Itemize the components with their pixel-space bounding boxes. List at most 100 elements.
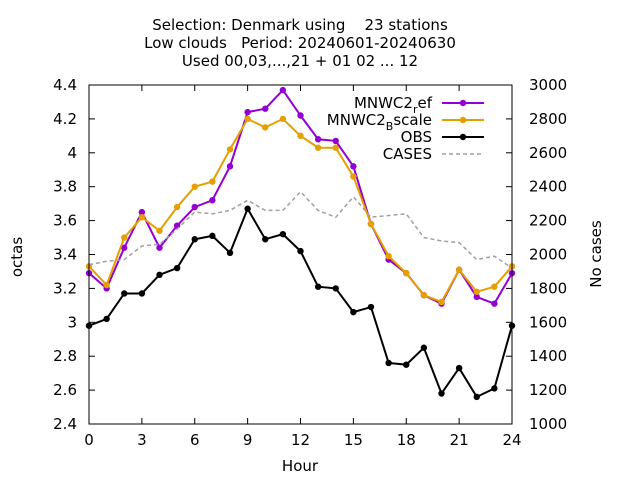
y-tick-label: 3.6 [53,212,77,230]
data-point [350,173,357,180]
y-tick-label: 4.4 [53,76,77,94]
data-point [138,214,146,221]
data-point [473,288,480,295]
legend-label: CASES [383,145,432,163]
data-point [438,298,445,306]
data-point [156,244,163,251]
legend-entry-CASES: CASES [383,145,484,163]
y2-tick-label: 2800 [529,110,567,128]
data-point [314,144,322,151]
data-point [385,359,392,367]
y-tick-label: 3.4 [53,246,77,264]
data-point [297,112,304,119]
data-point [332,144,339,151]
data-point [297,247,304,255]
data-point [191,183,198,190]
y2-tick-label: 3000 [529,76,567,94]
data-point [173,264,181,272]
data-point [473,293,480,301]
y2-tick-label: 2200 [529,212,567,230]
data-point [103,281,110,289]
data-point [226,146,234,153]
data-point [314,283,322,290]
x-axis-label: Hour [282,457,319,475]
x-tick-label: 3 [137,431,147,449]
x-tick-label: 6 [190,431,200,449]
data-point [156,271,163,279]
legend-entry-MNWC2_Bscale: MNWC2Bscale [327,111,484,133]
y2-tick-label: 1200 [529,381,567,399]
data-point [491,300,498,307]
data-point [297,132,304,140]
x-tick-label: 21 [450,431,469,449]
data-point [332,285,339,292]
legend-label: MNWC2Bscale [327,111,432,133]
data-point [491,385,498,392]
y-tick-label: 4.2 [53,110,77,128]
data-point [191,236,198,243]
data-point [173,203,181,211]
data-point [473,393,480,401]
x-tick-label: 15 [344,431,363,449]
data-point [403,269,410,277]
data-point [350,163,357,170]
axes: 0 3 6 9 12 15 18 21 24 2.4 2.6 2.8 3 3.2 3.4 3.6 3.8 4 4.2… [53,76,567,449]
data-point [156,227,163,234]
y2-tick-label: 1600 [529,313,567,331]
data-point [226,163,234,170]
series-line-CASES [88,190,513,269]
legend-marker [459,99,467,107]
y2-tick-label: 2000 [529,246,567,264]
legend-marker [459,133,467,141]
y-tick-label: 2.8 [53,347,77,365]
y-tick-label: 4 [67,144,77,162]
series-line-OBS [88,206,513,399]
legend-label-rest: ef [417,94,432,112]
y2-tick-label: 1400 [529,347,567,365]
title-line-3: Used 00,03,...,21 + 01 02 ... 12 [182,52,418,70]
data-point [491,283,498,290]
y-axis-label: octas [8,237,26,277]
title-line-1: Selection: Denmark using 23 stations [152,16,448,34]
data-point [367,220,375,228]
data-point [262,236,269,243]
y2-axis-label: No cases [587,220,605,288]
y-tick-label: 2.6 [53,381,77,399]
data-point [350,308,357,316]
data-point [226,249,234,257]
data-point [314,136,322,143]
data-point [385,252,392,260]
y-tick-label: 3.2 [53,279,77,297]
data-point [279,115,287,123]
data-point [244,205,251,212]
legend-label-subscript: B [386,120,394,133]
y-tick-label: 2.4 [53,415,77,433]
legend-marker [459,116,467,124]
legend-label-subscript: r [413,103,418,116]
data-point [209,178,216,185]
data-point [121,290,128,297]
series-OBS [85,205,516,401]
series-line-MNWC2_Bscale [88,117,513,304]
y2-tick-label: 2600 [529,144,567,162]
data-point [262,124,269,131]
series-CASES [88,190,513,269]
series-layer [85,86,516,401]
series-MNWC2_Bscale [85,115,516,306]
legend-label: OBS [401,128,432,146]
y-tick-label: 3.8 [53,178,77,196]
y-tick-label: 3 [67,313,77,331]
data-point [455,364,463,372]
x-tick-label: 18 [397,431,416,449]
data-point [121,234,128,241]
data-point [438,390,445,397]
x-tick-label: 0 [84,431,94,449]
y2-tick-label: 1800 [529,279,567,297]
data-point [332,137,339,145]
data-point [420,291,428,299]
legend-entry-OBS: OBS [401,128,484,146]
data-point [244,115,251,123]
data-point [279,230,287,238]
